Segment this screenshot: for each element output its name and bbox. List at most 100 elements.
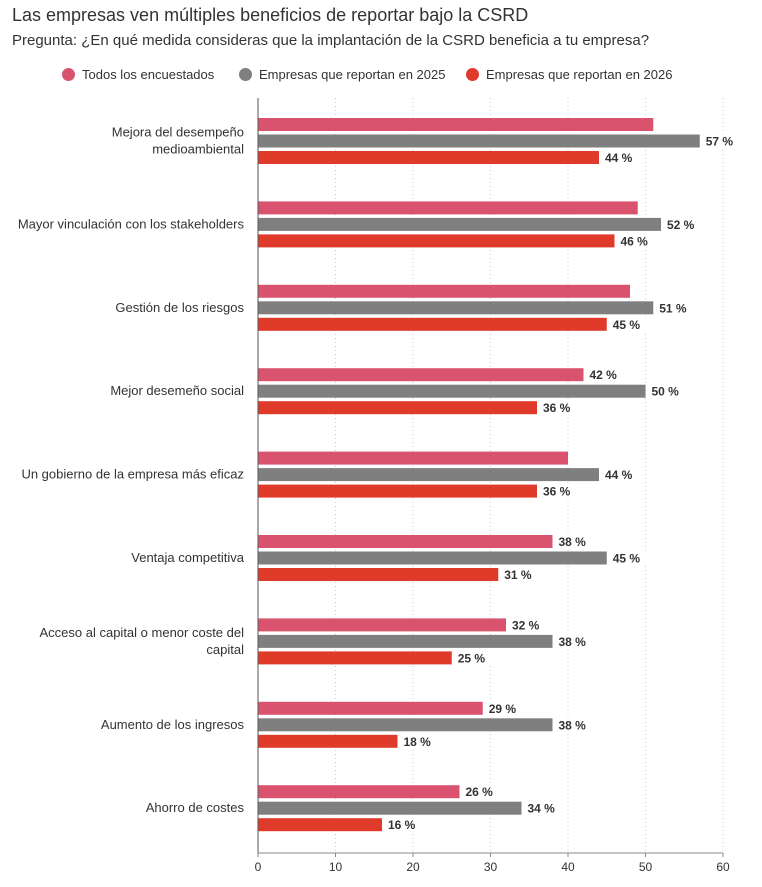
category-label: Gestión de los riesgos [115,300,244,315]
value-label: 45 % [613,318,641,332]
x-tick-label: 50 [639,860,653,874]
value-label-bg [587,367,628,383]
category-label: Mayor vinculación con los stakeholders [18,216,245,231]
value-label-bg [510,617,550,633]
legend-label-2025: Empresas que reportan en 2025 [259,67,446,82]
value-label-bg [665,216,705,232]
bar [258,818,382,832]
value-label: 16 % [388,818,416,832]
bar [258,701,483,715]
bar [258,468,599,482]
legend: Todos los encuestados Empresas que repor… [0,67,762,87]
value-label-bg [603,467,643,483]
category-label: Acceso al capital o menor coste del [40,625,245,640]
value-label: 36 % [543,485,571,499]
category-label: Mejora del desempeño [112,125,244,140]
chart-subtitle: Pregunta: ¿En qué medida consideras que … [12,32,650,49]
category-label: medioambiental [152,142,244,157]
value-label-bg [541,483,581,499]
x-tick-label: 60 [716,860,730,874]
value-label: 25 % [458,651,486,665]
bar [258,484,537,498]
bar [258,718,553,732]
value-label-bg [556,633,597,649]
bar [258,568,499,581]
category-label: Mejor desemeño social [110,383,244,398]
bar [258,401,537,415]
legend-label-2026: Empresas que reportan en 2026 [486,67,673,82]
value-label: 26 % [466,785,494,799]
chart-title: Las empresas ven múltiples beneficios de… [12,5,529,25]
bar [258,317,607,331]
bar [258,118,654,131]
value-label: 42 % [590,368,618,382]
category-label: Un gobierno de la empresa más eficaz [21,467,244,482]
x-tick-label: 40 [561,860,575,874]
category-label: capital [206,642,244,657]
bar [258,785,460,799]
legend-label-all: Todos los encuestados [82,67,215,82]
value-label: 36 % [543,401,571,415]
x-tick-label: 10 [329,860,343,874]
value-label-bg [502,567,543,582]
value-label-bg [525,800,566,816]
bar [258,201,638,215]
value-label-bg [610,316,651,332]
value-label-bg [486,700,527,716]
bar [258,801,522,815]
legend-item-2026: Empresas que reportan en 2026 [466,67,672,82]
value-label: 38 % [559,635,587,649]
value-label-bg [455,650,496,666]
value-label: 29 % [489,702,517,716]
legend-dot-all [62,68,75,81]
value-label-bg [463,784,504,800]
value-label: 52 % [667,218,695,232]
bar [258,384,646,398]
legend-dot-2025 [239,68,252,81]
category-label: Ventaja competitiva [131,550,245,565]
bar [258,301,654,315]
value-label-bg [703,133,744,149]
value-label: 18 % [404,735,432,749]
bar [258,651,452,665]
value-label: 32 % [512,618,540,632]
value-label: 46 % [621,234,649,248]
value-label: 57 % [706,135,734,149]
value-label: 38 % [559,718,587,732]
bar [258,618,506,632]
value-label: 38 % [559,535,587,549]
legend-item-2025: Empresas que reportan en 2025 [239,67,445,82]
bar [258,284,630,298]
value-label-bg [541,400,581,416]
value-label: 51 % [659,301,687,315]
bar [258,234,615,248]
bar [258,551,607,565]
x-tick-label: 30 [484,860,498,874]
value-label-bg [603,150,643,165]
value-label: 50 % [652,385,680,399]
x-tick-label: 0 [255,860,262,874]
value-label-bg [556,717,597,733]
value-label: 34 % [528,802,556,816]
category-label: Aumento de los ingresos [101,717,245,732]
bar [258,151,599,164]
legend-item-all: Todos los encuestados [62,67,214,82]
category-label: Ahorro de costes [146,800,245,815]
legend-dot-2026 [466,68,479,81]
value-label-bg [618,233,659,249]
value-label: 31 % [504,568,532,582]
value-label-bg [556,534,597,549]
value-label-bg [401,733,442,749]
value-label-bg [610,550,651,566]
bar [258,634,553,648]
bar [258,535,553,548]
bar [258,368,584,382]
bar [258,451,568,465]
bar [258,217,661,231]
value-label-bg [649,383,690,399]
value-label: 44 % [605,151,633,165]
value-label-bg [657,300,698,316]
bar [258,734,398,748]
bar [258,134,700,148]
